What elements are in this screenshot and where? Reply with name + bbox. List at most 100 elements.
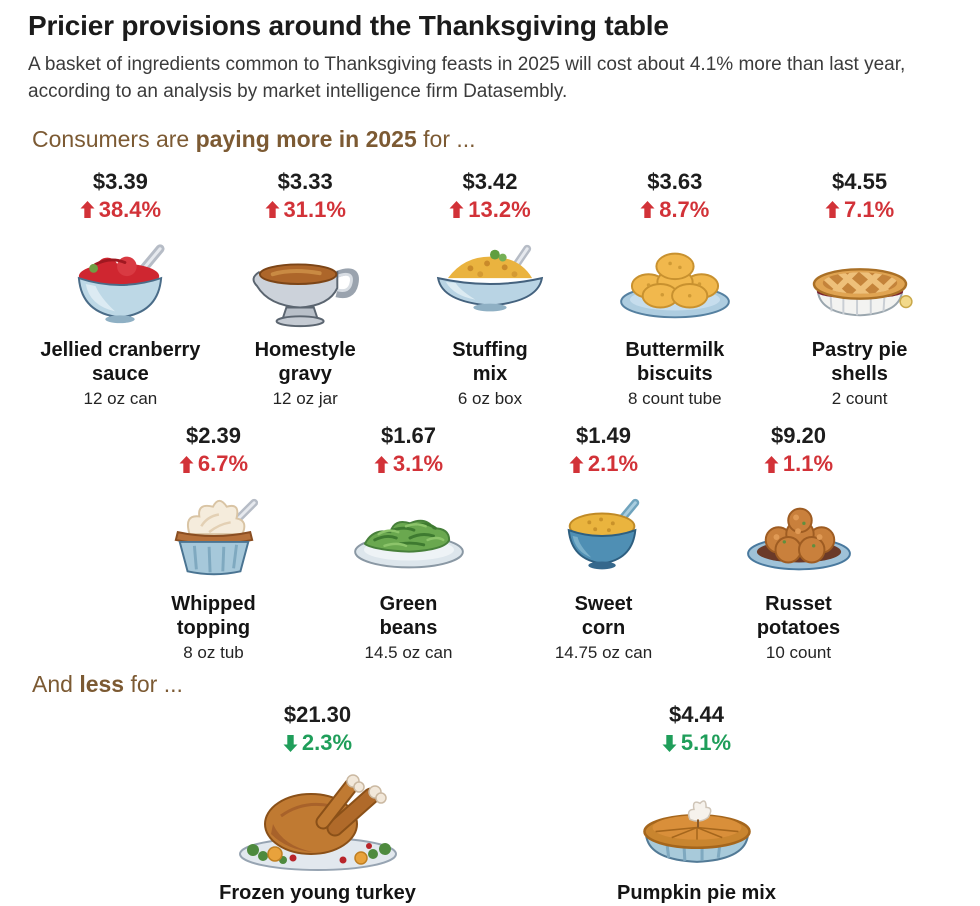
price-change: 2.3% bbox=[128, 730, 507, 756]
item-whipped-topping: $2.39 6.7% Whippe bbox=[116, 423, 311, 663]
change-value: 2.1% bbox=[587, 451, 639, 477]
price: $3.33 bbox=[277, 168, 333, 194]
biscuits-illustration bbox=[582, 231, 767, 331]
down-arrow-icon bbox=[283, 734, 298, 752]
item-name: Pastry pie shells bbox=[811, 338, 908, 385]
price-change: 1.1% bbox=[701, 451, 896, 477]
item-size: 6 oz box bbox=[457, 389, 523, 409]
price-change: 2.1% bbox=[506, 451, 701, 477]
whipped-topping-illustration bbox=[116, 485, 311, 585]
price: $4.55 bbox=[832, 168, 888, 194]
price: $3.39 bbox=[92, 168, 148, 194]
change-value: 5.1% bbox=[680, 730, 732, 756]
price-change: 13.2% bbox=[398, 197, 583, 223]
item-name: Green beans bbox=[379, 593, 438, 639]
lattice-pie-illustration bbox=[767, 231, 952, 331]
price-change: 31.1% bbox=[213, 197, 398, 223]
page-title: Pricier provisions around the Thanksgivi… bbox=[28, 10, 669, 41]
less-row: $21.30 2.3% bbox=[128, 702, 886, 906]
item-size: 14.75 oz can bbox=[554, 643, 653, 663]
change-value: 13.2% bbox=[468, 196, 531, 222]
item-size: 8 oz tub bbox=[183, 643, 244, 663]
up-arrow-icon bbox=[825, 201, 840, 219]
price-change: 7.1% bbox=[767, 197, 952, 223]
item-russet-potatoes: $9.20 1.1% Russet potatoes 10 cou bbox=[701, 423, 896, 663]
up-arrow-icon bbox=[265, 201, 280, 219]
subtitle: A basket of ingredients common to Thanks… bbox=[28, 54, 906, 102]
item-name: Stuffing mix bbox=[452, 338, 528, 385]
item-name: Buttermilk biscuits bbox=[625, 338, 725, 385]
change-value: 31.1% bbox=[283, 196, 346, 222]
change-value: 6.7% bbox=[197, 451, 249, 477]
item-name: Sweet corn bbox=[574, 593, 633, 639]
item-name: Jellied cranberry sauce bbox=[40, 338, 201, 385]
section-less-bold: less bbox=[79, 671, 125, 698]
price: $4.44 bbox=[668, 702, 725, 728]
down-arrow-icon bbox=[662, 734, 677, 752]
price: $1.67 bbox=[380, 423, 437, 449]
section-more-suffix: for ... bbox=[416, 125, 476, 152]
item-size: 8 count tube bbox=[628, 389, 722, 409]
change-value: 8.7% bbox=[659, 196, 710, 222]
price-change: 38.4% bbox=[28, 197, 213, 223]
price-change: 6.7% bbox=[116, 451, 311, 477]
up-arrow-icon bbox=[449, 201, 464, 219]
paying-more-row-1: $3.39 38.4% Jellied c bbox=[28, 169, 952, 409]
price-change: 3.1% bbox=[311, 451, 506, 477]
pumpkin-pie-illustration bbox=[507, 764, 886, 876]
section-less-suffix: for ... bbox=[124, 671, 183, 698]
section-less-prefix: And bbox=[32, 671, 80, 698]
price: $1.49 bbox=[575, 423, 632, 449]
item-size: 2 count bbox=[831, 389, 888, 409]
price: $3.42 bbox=[462, 168, 518, 194]
price-change: 5.1% bbox=[507, 730, 886, 756]
section-paying-more: Consumers are paying more in 2025 for ..… bbox=[32, 126, 956, 153]
sweet-corn-illustration bbox=[506, 485, 701, 585]
change-value: 2.3% bbox=[301, 730, 353, 756]
stuffing-illustration bbox=[398, 231, 583, 331]
item-name: Whipped topping bbox=[171, 593, 256, 639]
up-arrow-icon bbox=[569, 455, 584, 473]
item-size: 12 oz jar bbox=[272, 389, 338, 409]
item-buttermilk-biscuits: $3.63 8.7% bbox=[582, 169, 767, 409]
item-size: 10 count bbox=[765, 643, 832, 663]
gravy-boat-illustration bbox=[213, 231, 398, 331]
up-arrow-icon bbox=[179, 455, 194, 473]
price-change: 8.7% bbox=[582, 197, 767, 223]
section-more-bold: paying more in 2025 bbox=[195, 125, 417, 152]
item-size: 12 oz can bbox=[83, 389, 158, 409]
potatoes-illustration bbox=[701, 485, 896, 585]
item-homestyle-gravy: $3.33 31.1% Homestyle gravy 12 oz jar bbox=[213, 169, 398, 409]
price: $3.63 bbox=[647, 168, 703, 194]
item-size: 14.5 oz can bbox=[364, 643, 453, 663]
price: $2.39 bbox=[185, 423, 242, 449]
item-sweet-corn: $1.49 2.1% Sweet bbox=[506, 423, 701, 663]
up-arrow-icon bbox=[764, 455, 779, 473]
roast-turkey-illustration bbox=[128, 764, 507, 876]
change-value: 1.1% bbox=[782, 451, 834, 477]
item-jellied-cranberry-sauce: $3.39 38.4% Jellied c bbox=[28, 169, 213, 409]
change-value: 3.1% bbox=[392, 451, 444, 477]
item-name: Russet potatoes bbox=[756, 593, 841, 639]
item-pumpkin-pie-mix: $4.44 5.1% bbox=[507, 702, 886, 906]
item-name: Homestyle gravy bbox=[254, 338, 356, 385]
change-value: 7.1% bbox=[844, 196, 895, 222]
item-green-beans: $1.67 3.1% bbox=[311, 423, 506, 663]
change-value: 38.4% bbox=[98, 196, 162, 222]
item-frozen-young-turkey: $21.30 2.3% bbox=[128, 702, 507, 906]
item-name: Pumpkin pie mix bbox=[617, 882, 776, 905]
up-arrow-icon bbox=[80, 201, 95, 219]
section-more-prefix: Consumers are bbox=[32, 125, 196, 152]
up-arrow-icon bbox=[374, 455, 389, 473]
green-beans-illustration bbox=[311, 485, 506, 585]
cranberry-sauce-illustration bbox=[28, 231, 213, 331]
price: $9.20 bbox=[770, 423, 827, 449]
item-stuffing-mix: $3.42 13.2% Stuffing mix 6 bbox=[398, 169, 583, 409]
paying-more-row-2: $2.39 6.7% Whippe bbox=[116, 423, 896, 663]
up-arrow-icon bbox=[640, 201, 655, 219]
price: $21.30 bbox=[283, 702, 352, 728]
item-pastry-pie-shells: $4.55 7.1% bbox=[767, 169, 952, 409]
item-name: Frozen young turkey bbox=[219, 882, 416, 905]
section-less: And less for ... bbox=[32, 671, 956, 698]
